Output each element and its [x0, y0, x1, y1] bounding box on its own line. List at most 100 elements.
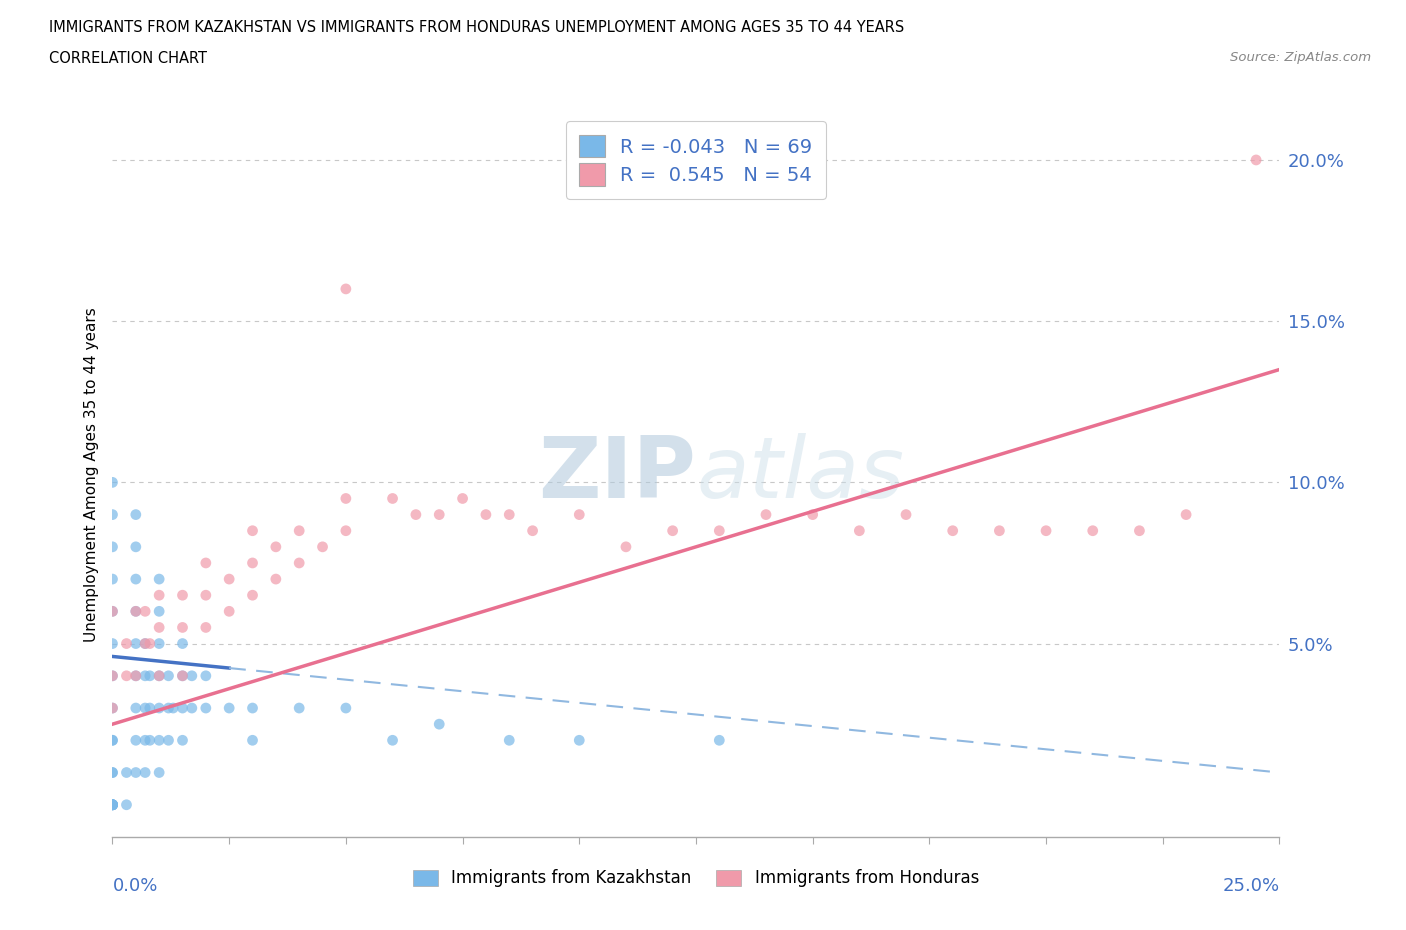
- Point: [242, 524, 264, 538]
- Point: [134, 765, 156, 780]
- Point: [101, 475, 124, 490]
- Point: [115, 765, 138, 780]
- Point: [101, 797, 124, 812]
- Point: [101, 669, 124, 684]
- Point: [942, 524, 965, 538]
- Point: [157, 669, 180, 684]
- Point: [1035, 524, 1057, 538]
- Point: [1244, 153, 1267, 167]
- Point: [242, 700, 264, 715]
- Point: [1081, 524, 1104, 538]
- Point: [242, 733, 264, 748]
- Point: [335, 282, 357, 297]
- Point: [157, 700, 180, 715]
- Point: [115, 636, 138, 651]
- Point: [894, 507, 917, 522]
- Point: [139, 636, 162, 651]
- Point: [311, 539, 333, 554]
- Point: [988, 524, 1011, 538]
- Point: [194, 555, 217, 570]
- Point: [134, 636, 156, 651]
- Point: [218, 700, 240, 715]
- Point: [755, 507, 778, 522]
- Point: [115, 669, 138, 684]
- Point: [522, 524, 544, 538]
- Point: [427, 717, 450, 732]
- Point: [148, 588, 170, 603]
- Point: [101, 604, 124, 618]
- Point: [125, 572, 148, 587]
- Point: [125, 539, 148, 554]
- Point: [134, 700, 156, 715]
- Point: [148, 669, 170, 684]
- Point: [848, 524, 870, 538]
- Point: [194, 669, 217, 684]
- Point: [568, 733, 591, 748]
- Point: [335, 700, 357, 715]
- Point: [242, 555, 264, 570]
- Point: [801, 507, 824, 522]
- Point: [101, 539, 124, 554]
- Point: [709, 733, 731, 748]
- Point: [101, 572, 124, 587]
- Point: [148, 700, 170, 715]
- Point: [101, 797, 124, 812]
- Point: [101, 700, 124, 715]
- Point: [172, 700, 194, 715]
- Text: CORRELATION CHART: CORRELATION CHART: [49, 51, 207, 66]
- Y-axis label: Unemployment Among Ages 35 to 44 years: Unemployment Among Ages 35 to 44 years: [83, 307, 98, 642]
- Point: [101, 765, 124, 780]
- Point: [101, 797, 124, 812]
- Point: [162, 700, 184, 715]
- Point: [101, 507, 124, 522]
- Point: [405, 507, 427, 522]
- Point: [101, 733, 124, 748]
- Point: [134, 604, 156, 618]
- Point: [148, 620, 170, 635]
- Point: [172, 588, 194, 603]
- Point: [475, 507, 498, 522]
- Text: atlas: atlas: [696, 432, 904, 516]
- Point: [101, 797, 124, 812]
- Point: [194, 620, 217, 635]
- Point: [134, 669, 156, 684]
- Point: [101, 700, 124, 715]
- Point: [172, 733, 194, 748]
- Point: [194, 588, 217, 603]
- Point: [172, 669, 194, 684]
- Point: [125, 636, 148, 651]
- Text: 0.0%: 0.0%: [112, 877, 157, 895]
- Point: [1128, 524, 1150, 538]
- Point: [148, 733, 170, 748]
- Point: [101, 669, 124, 684]
- Point: [451, 491, 474, 506]
- Point: [381, 733, 404, 748]
- Point: [101, 797, 124, 812]
- Point: [288, 524, 311, 538]
- Point: [101, 797, 124, 812]
- Text: Source: ZipAtlas.com: Source: ZipAtlas.com: [1230, 51, 1371, 64]
- Point: [125, 604, 148, 618]
- Point: [148, 572, 170, 587]
- Point: [180, 669, 202, 684]
- Point: [288, 555, 311, 570]
- Point: [172, 669, 194, 684]
- Point: [139, 733, 162, 748]
- Text: 25.0%: 25.0%: [1222, 877, 1279, 895]
- Point: [568, 507, 591, 522]
- Point: [661, 524, 683, 538]
- Point: [498, 507, 520, 522]
- Point: [172, 636, 194, 651]
- Point: [242, 588, 264, 603]
- Point: [335, 524, 357, 538]
- Point: [172, 620, 194, 635]
- Point: [218, 572, 240, 587]
- Point: [101, 636, 124, 651]
- Point: [264, 539, 287, 554]
- Text: ZIP: ZIP: [538, 432, 696, 516]
- Point: [335, 491, 357, 506]
- Point: [115, 797, 138, 812]
- Point: [180, 700, 202, 715]
- Legend: Immigrants from Kazakhstan, Immigrants from Honduras: Immigrants from Kazakhstan, Immigrants f…: [406, 863, 986, 894]
- Point: [288, 700, 311, 715]
